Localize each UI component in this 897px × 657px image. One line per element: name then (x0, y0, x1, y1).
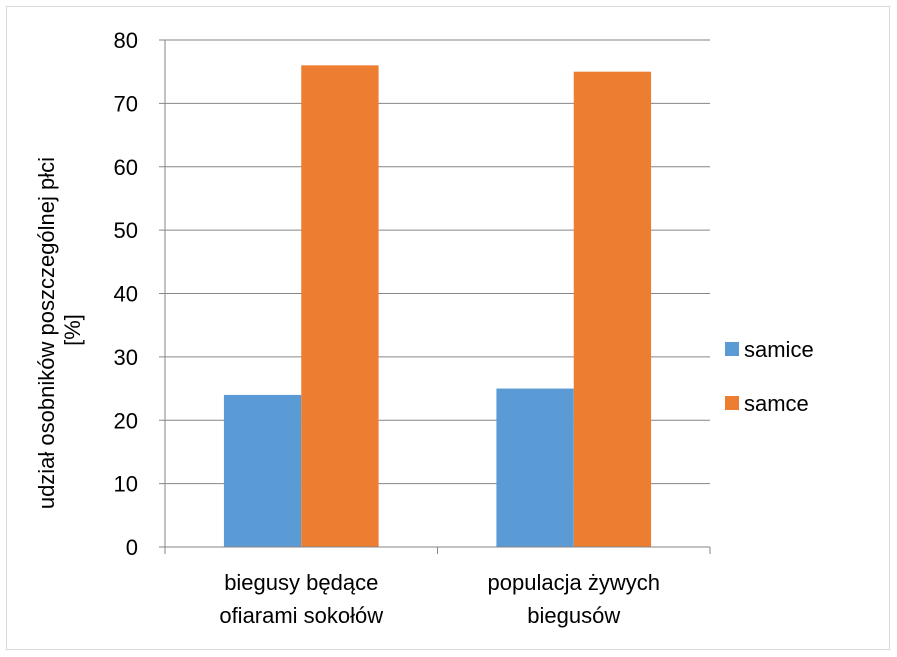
y-tick-label: 10 (114, 472, 138, 497)
axes (159, 39, 711, 554)
y-axis-label-line-2: [%] (60, 314, 85, 346)
y-tick-label: 30 (114, 345, 138, 370)
x-tick-label-line: ofiarami sokołów (219, 603, 383, 628)
bar-samce-0 (301, 65, 379, 547)
bar-samce-1 (573, 71, 652, 547)
legend-label-samice: samice (744, 337, 814, 362)
y-tick-labels: 0 10 20 30 40 50 60 70 80 (114, 28, 138, 560)
y-tick-label: 0 (126, 535, 138, 560)
y-axis-label-line-1: udział osobników poszczególnej płci (34, 157, 59, 509)
x-tick-labels: biegusy będące ofiarami sokołów populacja … (219, 570, 660, 628)
chart-frame (6, 6, 890, 650)
y-tick-label: 80 (114, 28, 138, 53)
y-tick-label: 70 (114, 91, 138, 116)
legend-label-samce: samce (744, 391, 809, 416)
x-tick-label-line: biegusów (527, 603, 620, 628)
legend-swatch-samice (725, 342, 739, 356)
y-tick-label: 40 (114, 282, 138, 307)
x-tick-label-line: populacja żywych (488, 570, 660, 595)
bar-samice-0 (223, 394, 302, 547)
x-tick-label: populacja żywych biegusów (488, 570, 660, 628)
legend-swatch-samce (725, 396, 739, 410)
y-tick-label: 60 (114, 155, 138, 180)
y-axis-label: udział osobników poszczególnej płci [%] (34, 151, 85, 509)
bar-samice-1 (496, 388, 574, 547)
bars (223, 65, 652, 547)
y-tick-label: 50 (114, 218, 138, 243)
x-tick-label-line: biegusy będące (224, 570, 378, 595)
y-tick-label: 20 (114, 408, 138, 433)
x-tick-label: biegusy będące ofiarami sokołów (219, 570, 383, 628)
legend: samice samce (725, 337, 814, 416)
